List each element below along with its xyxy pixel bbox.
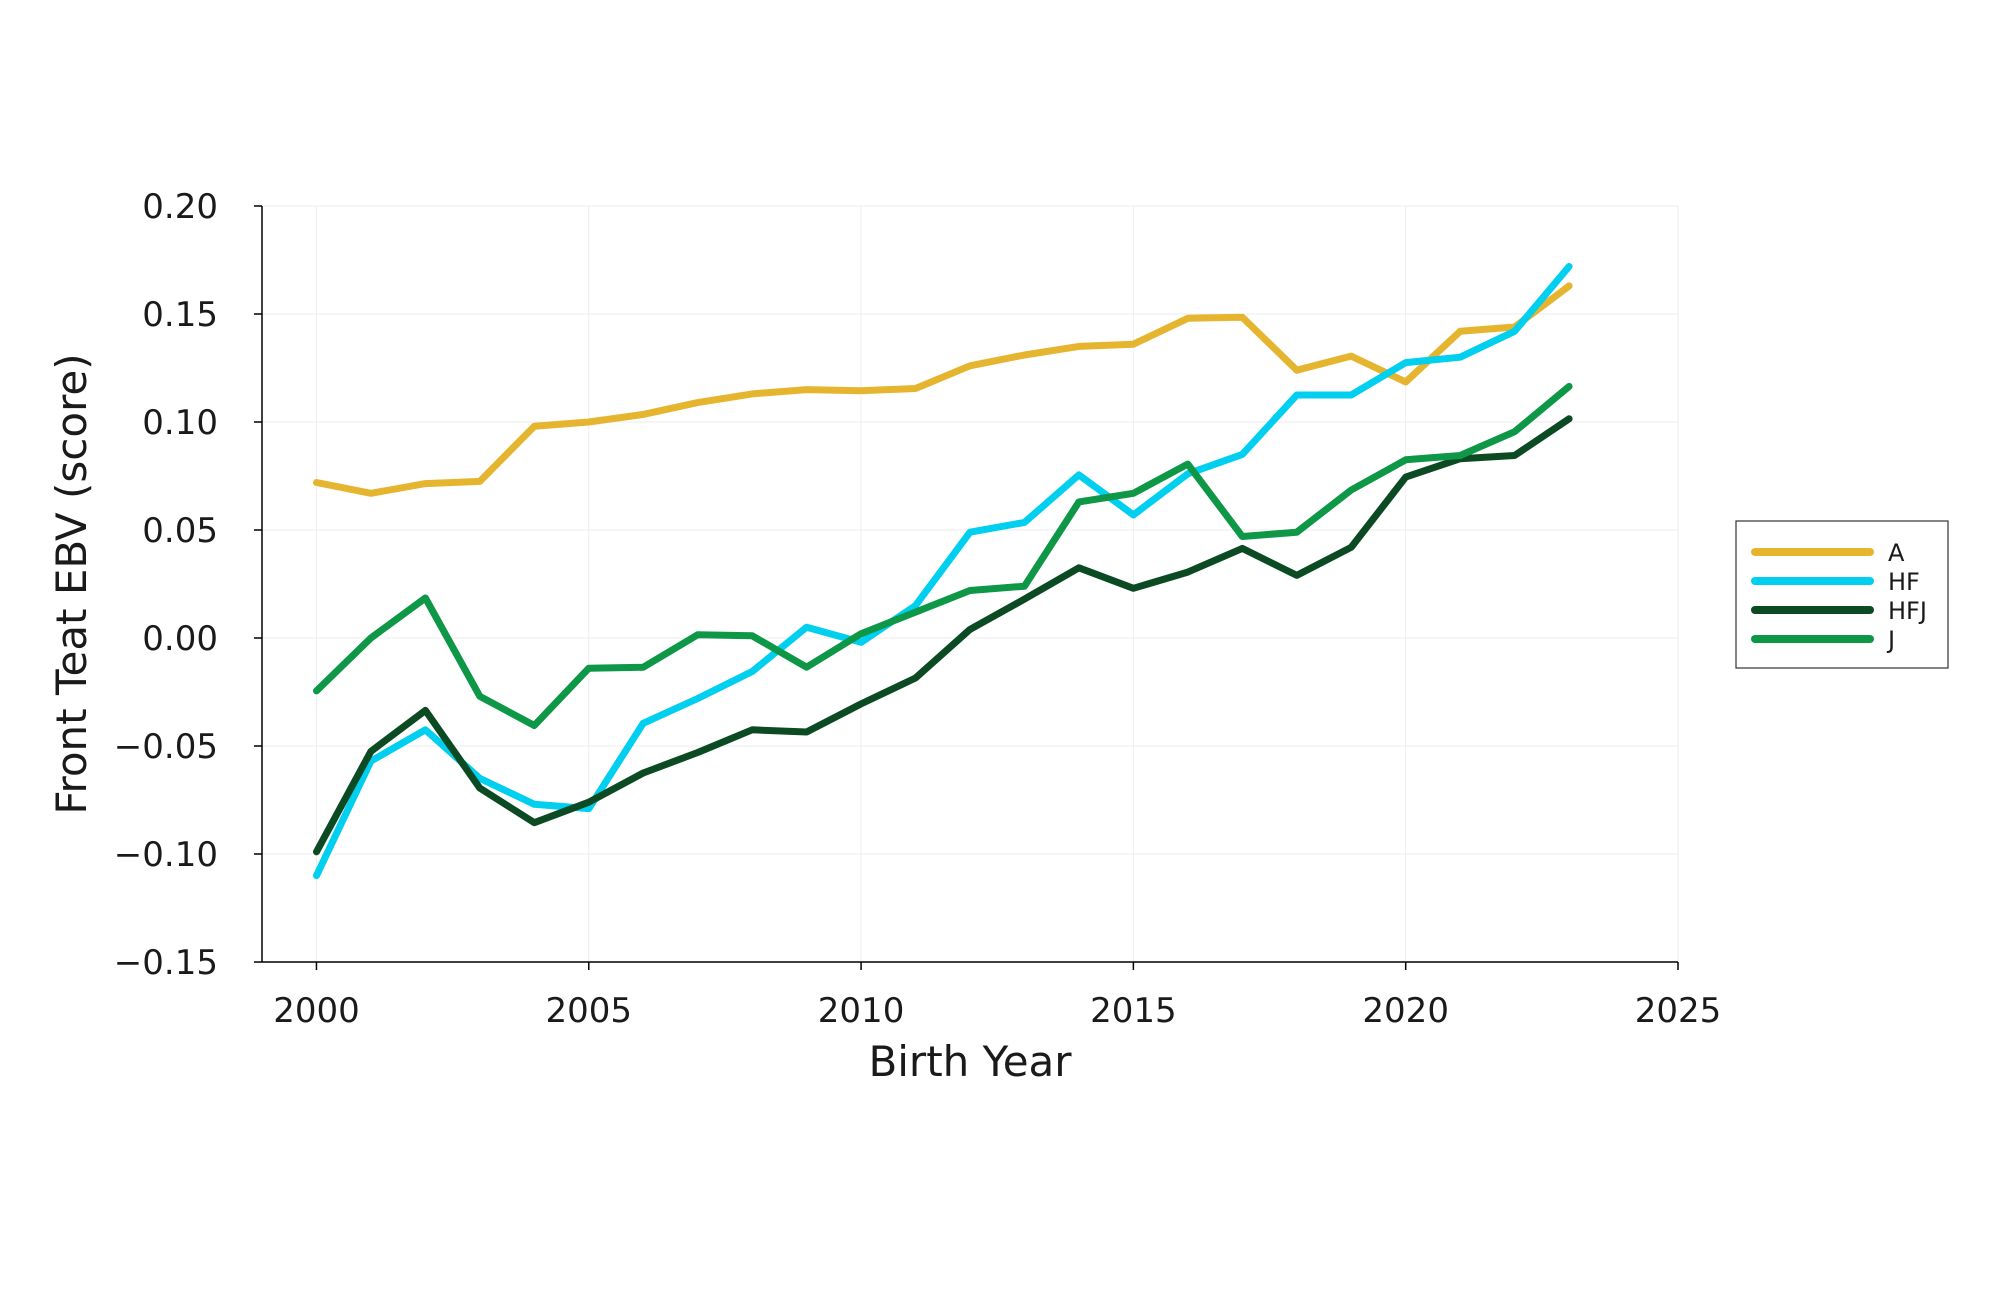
series-lines — [313, 263, 1573, 880]
y-tick-label: −0.05 — [114, 727, 218, 767]
legend-label-a: A — [1888, 539, 1905, 567]
y-tick-label: 0.15 — [142, 295, 218, 335]
y-tick-label: −0.15 — [114, 943, 218, 983]
legend-label-j: J — [1886, 626, 1895, 654]
x-axis-title: Birth Year — [868, 1037, 1072, 1086]
legend-label-hfj: HFJ — [1888, 597, 1927, 625]
x-tick-label: 2015 — [1090, 991, 1177, 1031]
series-line-hf — [313, 263, 1573, 880]
grid — [262, 205, 1679, 963]
series-line-hfj — [313, 415, 1573, 856]
legend-box — [1735, 520, 1949, 669]
y-tick-label: 0.10 — [142, 403, 218, 443]
y-axis-title: Front Teat EBV (score) — [47, 353, 96, 814]
series-line-j — [313, 382, 1573, 729]
x-tick-label: 2010 — [818, 991, 905, 1031]
x-axis-ticks: 2000 2005 2010 2015 2020 2025 — [273, 962, 1721, 1031]
x-tick-label: 2020 — [1362, 991, 1449, 1031]
x-tick-label: 2005 — [546, 991, 633, 1031]
y-tick-label: 0.05 — [142, 511, 218, 551]
x-tick-label: 2000 — [273, 991, 360, 1031]
y-tick-label: 0.00 — [142, 619, 218, 659]
series-line-a — [313, 282, 1573, 497]
axes — [261, 206, 1678, 963]
y-axis-ticks: −0.15 −0.10 −0.05 0.00 0.05 0.10 0.15 0.20 — [114, 187, 262, 983]
y-tick-label: −0.10 — [114, 835, 218, 875]
y-tick-label: 0.20 — [142, 187, 218, 227]
legend-label-hf: HF — [1888, 568, 1920, 596]
x-tick-label: 2025 — [1635, 991, 1722, 1031]
